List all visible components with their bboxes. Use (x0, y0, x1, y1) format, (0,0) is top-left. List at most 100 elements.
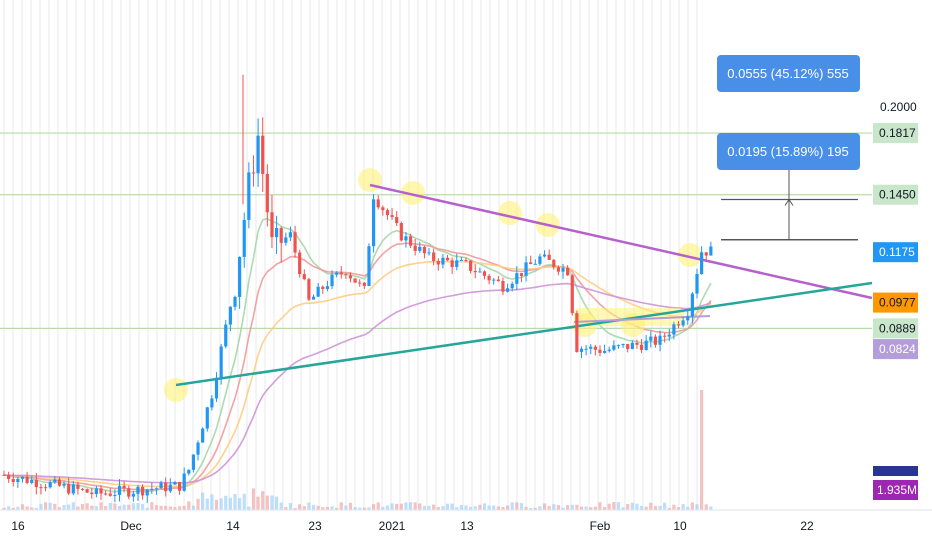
volume-bar (168, 506, 172, 510)
price-tag-label: 0.0824 (879, 342, 916, 356)
candle-body (612, 345, 616, 350)
volume-bar (404, 502, 408, 510)
candle-body (302, 274, 306, 280)
volume-bar (709, 506, 713, 510)
volume-bar (529, 507, 533, 510)
x-tick-label: 22 (800, 519, 814, 533)
candle-body (570, 275, 574, 314)
volume-bar (293, 507, 297, 510)
candle-body (445, 257, 450, 261)
candle-body (464, 259, 468, 261)
price-tag (873, 339, 918, 360)
volume-bar (48, 502, 52, 510)
volume-tag-label: 1.935M (877, 483, 917, 497)
volume-bar (667, 507, 671, 510)
volume-bar (496, 506, 500, 510)
price-tag (873, 184, 918, 205)
candle-body (496, 279, 500, 282)
volume-bar (524, 506, 528, 510)
candle-body (293, 232, 297, 253)
volume-bar (413, 502, 417, 510)
volume-bar (589, 507, 593, 510)
volume-bar (607, 503, 611, 510)
volume-bar (131, 503, 135, 510)
candle-body (418, 246, 422, 251)
candle-body (556, 267, 560, 272)
highlight-marker (164, 378, 188, 402)
volume-bar (376, 502, 380, 510)
volume-bar (348, 502, 353, 510)
volume-bar (238, 498, 242, 510)
volume-bar (191, 505, 196, 510)
candle-body (30, 479, 34, 483)
volume-bar (177, 506, 182, 510)
volume-bar (34, 507, 38, 510)
candle-body (681, 320, 685, 326)
measure-label: 0.0195 (15.89%) 195 (727, 144, 848, 159)
candle-body (265, 173, 269, 213)
candle-body (288, 232, 293, 238)
volume-bar (385, 505, 390, 510)
candle-body (85, 489, 89, 493)
volume-bar (288, 503, 293, 510)
price-axis[interactable]: 0.20000.05000.18170.14500.11750.09770.08… (872, 0, 932, 550)
volume-bar (25, 506, 29, 510)
volume-bar (265, 495, 269, 510)
candle-body (131, 493, 135, 497)
candle-body (214, 377, 219, 399)
volume-bar (552, 504, 556, 510)
volume-bar (242, 493, 246, 510)
volume-bar (335, 507, 339, 510)
candle-body (690, 293, 694, 317)
candle-body (663, 335, 667, 337)
candle-body (127, 488, 131, 497)
candle-body (136, 486, 140, 494)
volume-bar (612, 502, 616, 510)
volume-bar (579, 506, 584, 510)
candle-body (473, 270, 477, 273)
volume-bar (53, 503, 57, 510)
candle-body (25, 476, 29, 483)
time-axis-background (0, 510, 932, 550)
resistance-trendline (369, 183, 873, 300)
volume-bar (519, 503, 524, 510)
volume-bar (455, 507, 459, 510)
candle-body (270, 212, 274, 238)
time-axis[interactable]: 16 Dec 14 23 2021 13 Feb 10 22 (0, 509, 932, 550)
candle-body (90, 492, 94, 495)
volume-bar (205, 498, 209, 510)
volume-bar (2, 507, 6, 510)
candle-body (422, 246, 427, 254)
volume-bar (224, 495, 228, 510)
volume-bar (182, 505, 186, 510)
measurement-tool[interactable]: 0.0555 (45.12%) 555 0.0195 (15.89%) 195 (717, 55, 860, 241)
candle-body (501, 281, 505, 292)
volume-bar (367, 507, 371, 510)
candle-body (256, 135, 260, 174)
candle-body (653, 336, 658, 345)
volume-bar (372, 504, 376, 510)
candle-body (538, 256, 542, 264)
volume-bar (117, 505, 122, 510)
candle-body (376, 199, 380, 208)
candle-body (168, 484, 172, 492)
candle-body (48, 482, 52, 488)
volume-bar (85, 503, 89, 510)
volume-bar (108, 503, 112, 510)
candle-body (177, 482, 182, 491)
volume-bar (450, 503, 454, 510)
candle-body (639, 344, 644, 350)
volume-bar (492, 505, 496, 510)
candle-body (709, 246, 713, 256)
candle-body (94, 488, 98, 495)
volume-bar (441, 506, 445, 510)
candle-body (672, 324, 676, 335)
candle-body (233, 296, 237, 307)
candle-body (34, 479, 38, 488)
volume-bar (704, 504, 708, 510)
volume-bar (505, 505, 510, 510)
volume-bar (210, 494, 214, 510)
x-tick-label: 10 (673, 519, 687, 533)
volume-bar (122, 504, 126, 510)
